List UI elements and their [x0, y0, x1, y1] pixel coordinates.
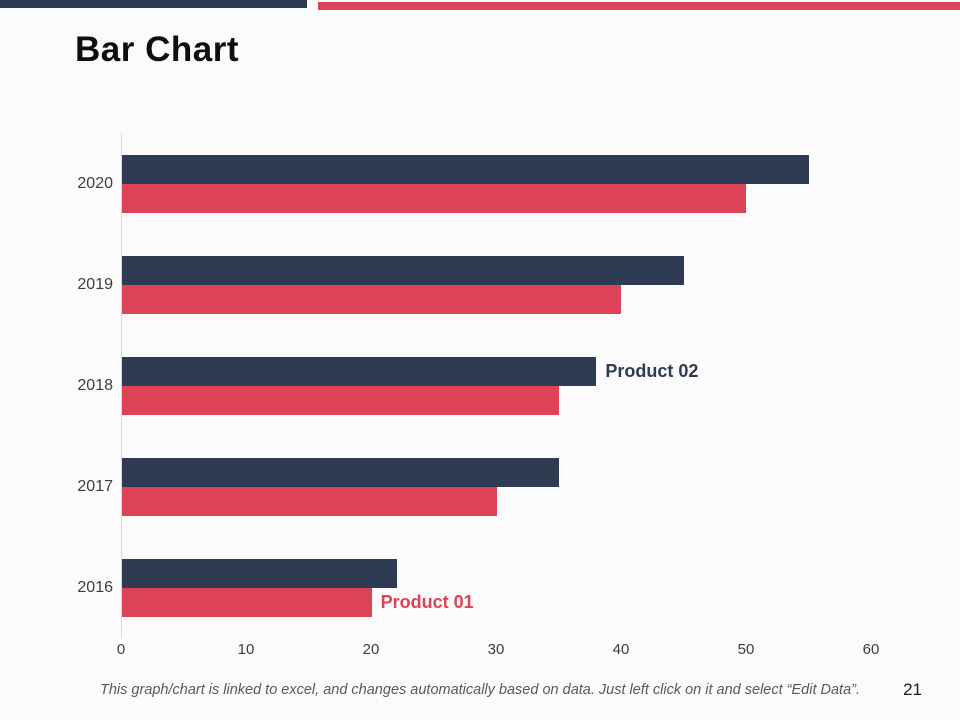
bar-product-01-2017 [122, 487, 497, 516]
chart-group-2016: 2016 Product 01 [77, 537, 871, 638]
bar-row [122, 559, 871, 588]
bar-product-02-2018 [122, 357, 597, 386]
bar-product-01-2016 [122, 588, 372, 617]
x-tick-50: 50 [737, 641, 755, 658]
bar-product-01-2018 [122, 386, 559, 415]
x-tick-20: 20 [362, 641, 380, 658]
bar-row [122, 184, 871, 213]
bar-product-02-2017 [122, 458, 559, 487]
page-number: 21 [903, 680, 922, 699]
x-tick-0: 0 [116, 641, 126, 658]
category-label-2017: 2017 [77, 478, 113, 495]
bar-product-02-2016 [122, 559, 397, 588]
chart-group-2018: 2018 Product 02 [77, 335, 871, 436]
bar-row: Product 02 [122, 357, 871, 386]
bar-row [122, 386, 871, 415]
series-label-product-02: Product 02 [605, 361, 699, 381]
x-tick-30: 30 [487, 641, 505, 658]
x-tick-60: 60 [862, 641, 880, 658]
category-label-2019: 2019 [77, 276, 113, 293]
category-label-2018: 2018 [77, 377, 113, 394]
bar-chart-area[interactable]: 2020 2019 2018 Product 02 2017 2016 Product 01 [77, 133, 871, 638]
bar-row [122, 285, 871, 314]
bar-product-02-2020 [122, 155, 809, 184]
x-tick-40: 40 [612, 641, 630, 658]
bar-row [122, 458, 871, 487]
chart-group-2020: 2020 [77, 133, 871, 234]
top-accent-stripe-red [318, 2, 960, 10]
bar-row [122, 487, 871, 516]
bar-row [122, 256, 871, 285]
x-tick-10: 10 [237, 641, 255, 658]
category-label-2020: 2020 [77, 175, 113, 192]
footer-note: This graph/chart is linked to excel, and… [99, 682, 861, 698]
bar-product-01-2020 [122, 184, 747, 213]
category-label-2016: 2016 [77, 579, 113, 596]
bar-product-02-2019 [122, 256, 684, 285]
top-accent-stripe-navy [0, 0, 307, 8]
bar-row: Product 01 [122, 588, 871, 617]
bar-product-01-2019 [122, 285, 622, 314]
x-axis: 0 10 20 30 40 50 60 [117, 641, 880, 661]
series-label-product-01: Product 01 [380, 592, 474, 612]
bar-row [122, 155, 871, 184]
page-title: Bar Chart [75, 30, 239, 69]
chart-group-2017: 2017 [77, 436, 871, 537]
chart-group-2019: 2019 [77, 234, 871, 335]
